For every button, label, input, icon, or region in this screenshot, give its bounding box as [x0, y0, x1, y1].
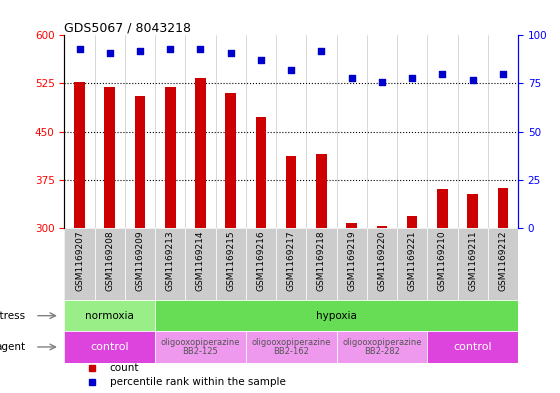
Bar — [226, 93, 236, 228]
Text: oligooxopiperazine
BB2-282: oligooxopiperazine BB2-282 — [342, 338, 422, 356]
Bar — [286, 156, 296, 228]
Bar — [125, 228, 155, 300]
Bar — [246, 228, 276, 300]
Text: percentile rank within the sample: percentile rank within the sample — [110, 377, 286, 387]
Bar — [437, 189, 447, 228]
Point — [377, 79, 386, 85]
Bar — [367, 35, 397, 228]
Bar — [458, 35, 488, 228]
Bar — [135, 96, 145, 228]
Bar — [276, 35, 306, 228]
Bar — [105, 87, 115, 228]
Bar — [347, 223, 357, 228]
Bar — [427, 228, 458, 300]
Bar — [367, 228, 397, 300]
Bar — [306, 35, 337, 228]
Bar — [337, 331, 427, 363]
Text: count: count — [110, 363, 139, 373]
Bar — [155, 35, 185, 228]
Bar — [377, 226, 387, 228]
Text: GSM1169211: GSM1169211 — [468, 230, 477, 291]
Text: GSM1169210: GSM1169210 — [438, 230, 447, 291]
Text: GSM1169207: GSM1169207 — [75, 230, 84, 291]
Text: GSM1169212: GSM1169212 — [498, 230, 507, 290]
Bar — [337, 228, 367, 300]
Point — [287, 67, 296, 73]
Text: GSM1169217: GSM1169217 — [287, 230, 296, 291]
Bar — [397, 35, 427, 228]
Text: control: control — [91, 342, 129, 352]
Bar — [427, 35, 458, 228]
Point — [347, 75, 356, 81]
Bar — [407, 216, 417, 228]
Point — [105, 50, 114, 56]
Text: GSM1169216: GSM1169216 — [256, 230, 265, 291]
Point — [256, 57, 265, 64]
Text: GSM1169213: GSM1169213 — [166, 230, 175, 291]
Text: GSM1169220: GSM1169220 — [377, 230, 386, 290]
Text: control: control — [454, 342, 492, 352]
Bar — [125, 35, 155, 228]
Bar — [74, 82, 85, 228]
Bar — [498, 188, 508, 228]
Text: GSM1169209: GSM1169209 — [136, 230, 144, 291]
Text: agent: agent — [0, 342, 26, 352]
Bar — [155, 331, 246, 363]
Bar — [195, 78, 206, 228]
Bar — [155, 300, 518, 331]
Point — [75, 46, 84, 52]
Text: GSM1169219: GSM1169219 — [347, 230, 356, 291]
Text: hypoxia: hypoxia — [316, 311, 357, 321]
Bar — [165, 87, 175, 228]
Point — [196, 46, 205, 52]
Point — [226, 50, 235, 56]
Bar — [276, 228, 306, 300]
Point — [438, 71, 447, 77]
Text: stress: stress — [0, 311, 26, 321]
Point — [166, 46, 175, 52]
Bar — [458, 228, 488, 300]
Bar — [64, 300, 155, 331]
Bar — [427, 331, 518, 363]
Bar — [64, 35, 95, 228]
Text: GSM1169218: GSM1169218 — [317, 230, 326, 291]
Text: GSM1169208: GSM1169208 — [105, 230, 114, 291]
Bar — [155, 228, 185, 300]
Bar — [246, 331, 337, 363]
Bar — [64, 331, 155, 363]
Point — [136, 48, 144, 54]
Bar — [316, 154, 326, 228]
Bar — [306, 228, 337, 300]
Point — [317, 48, 326, 54]
Text: GSM1169221: GSM1169221 — [408, 230, 417, 290]
Bar — [64, 228, 95, 300]
Point — [408, 75, 417, 81]
Bar — [185, 35, 216, 228]
Text: GDS5067 / 8043218: GDS5067 / 8043218 — [64, 21, 192, 34]
Bar — [246, 35, 276, 228]
Bar — [488, 35, 518, 228]
Bar — [337, 35, 367, 228]
Bar — [95, 35, 125, 228]
Text: normoxia: normoxia — [85, 311, 134, 321]
Bar — [216, 228, 246, 300]
Bar — [216, 35, 246, 228]
Bar — [488, 228, 518, 300]
Text: GSM1169215: GSM1169215 — [226, 230, 235, 291]
Text: oligooxopiperazine
BB2-125: oligooxopiperazine BB2-125 — [161, 338, 240, 356]
Bar — [468, 195, 478, 228]
Bar — [256, 118, 266, 228]
Bar — [185, 228, 216, 300]
Point — [468, 77, 477, 83]
Bar — [397, 228, 427, 300]
Text: oligooxopiperazine
BB2-162: oligooxopiperazine BB2-162 — [251, 338, 331, 356]
Bar — [95, 228, 125, 300]
Text: GSM1169214: GSM1169214 — [196, 230, 205, 290]
Point — [498, 71, 507, 77]
